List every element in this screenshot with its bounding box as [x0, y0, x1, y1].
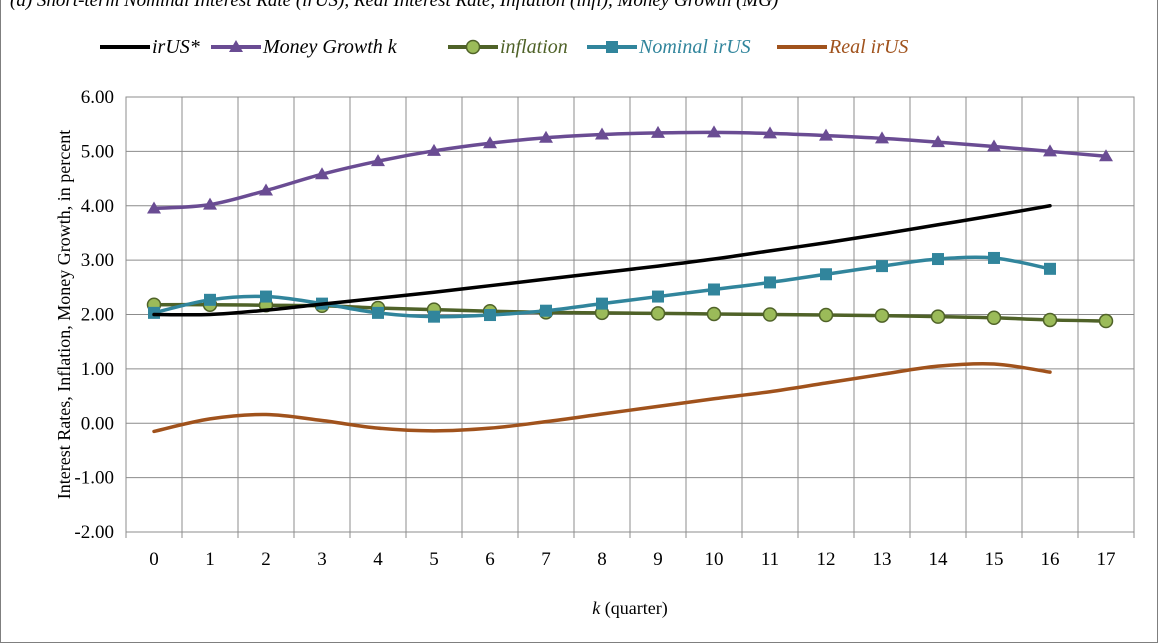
x-tick-label: 14 — [929, 549, 949, 570]
data-point-money-growth-k — [371, 154, 385, 167]
y-axis-title: Interest Rates, Inflation, Money Growth,… — [54, 130, 74, 499]
data-point-nominal-irus — [484, 309, 496, 322]
data-point-money-growth-k — [203, 197, 217, 210]
legend-label-money-growth: Money Growth k — [263, 35, 397, 58]
data-point-money-growth-k — [763, 126, 777, 139]
y-tick-label: 2.00 — [81, 305, 114, 326]
data-point-nominal-irus — [260, 290, 272, 303]
data-point-nominal-irus — [876, 260, 888, 273]
x-tick-label: 16 — [1041, 549, 1060, 570]
data-point-inflation — [762, 307, 778, 322]
legend-label-nominal-irus: Nominal irUS — [639, 35, 751, 58]
legend-swatch-irus-star — [100, 45, 150, 49]
data-point-inflation — [1098, 313, 1114, 329]
x-tick-label: 13 — [873, 549, 892, 570]
data-point-inflation — [874, 308, 890, 323]
y-tick-label: 4.00 — [81, 196, 114, 217]
data-point-inflation — [650, 306, 666, 321]
x-axis-title: k (quarter) — [592, 598, 667, 619]
data-point-money-growth-k — [819, 128, 833, 141]
series-line-irus — [152, 204, 1052, 317]
legend-item-nominal-irus: Nominal irUS — [587, 32, 751, 62]
data-point-money-growth-k — [987, 139, 1001, 152]
x-tick-label: 8 — [597, 549, 607, 570]
data-point-money-growth-k — [651, 125, 665, 138]
data-point-nominal-irus — [540, 304, 552, 317]
x-tick-label: 0 — [149, 549, 159, 570]
x-tick-label: 10 — [705, 549, 724, 570]
data-point-money-growth-k — [595, 127, 609, 140]
legend-item-real-irus: Real irUS — [777, 32, 908, 62]
y-tick-label: 1.00 — [81, 359, 114, 380]
data-point-money-growth-k — [259, 183, 273, 196]
data-point-nominal-irus — [372, 306, 384, 319]
x-tick-label: 11 — [761, 549, 779, 570]
y-tick-label: 5.00 — [81, 141, 114, 162]
y-tick-label: 0.00 — [81, 413, 114, 434]
x-tick-label: 9 — [653, 549, 663, 570]
legend-item-money-growth: Money Growth k — [211, 32, 397, 62]
data-point-nominal-irus — [428, 310, 440, 323]
legend-swatch-real-irus — [777, 45, 827, 49]
data-point-nominal-irus — [596, 297, 608, 310]
data-point-inflation — [1042, 312, 1058, 328]
data-point-money-growth-k — [315, 167, 329, 180]
data-point-nominal-irus — [204, 293, 216, 306]
y-tick-label: 6.00 — [81, 87, 114, 108]
legend-swatch-nominal-irus — [587, 41, 637, 53]
data-point-nominal-irus — [708, 283, 720, 296]
data-point-inflation — [818, 307, 834, 323]
data-point-nominal-irus — [932, 253, 944, 266]
data-point-nominal-irus — [764, 276, 776, 289]
data-point-inflation — [706, 306, 722, 322]
data-point-money-growth-k — [1099, 149, 1113, 162]
x-tick-label: 3 — [317, 549, 327, 570]
x-tick-label: 17 — [1097, 549, 1116, 570]
y-tick-label: -2.00 — [74, 522, 114, 543]
chart-legend: irUS* Money Growth k inflation Nominal i… — [0, 32, 1158, 62]
legend-swatch-inflation — [448, 39, 498, 55]
series-line-real-irus — [152, 361, 1052, 434]
data-point-money-growth-k — [147, 201, 161, 214]
data-point-money-growth-k — [539, 130, 553, 143]
data-point-inflation — [930, 309, 946, 324]
x-tick-label: 6 — [485, 549, 495, 570]
x-tick-label: 12 — [817, 549, 836, 570]
legend-swatch-money-growth — [211, 40, 261, 52]
x-tick-label: 2 — [261, 549, 271, 570]
data-point-inflation — [986, 310, 1002, 326]
chart-caption: (a) Short-term Nominal Interest Rate (ir… — [10, 0, 779, 11]
legend-item-irus-star: irUS* — [100, 32, 200, 62]
data-point-nominal-irus — [988, 251, 1000, 264]
legend-label-real-irus: Real irUS — [829, 35, 909, 58]
data-point-money-growth-k — [483, 136, 497, 149]
data-point-money-growth-k — [707, 125, 721, 138]
data-point-money-growth-k — [427, 143, 441, 156]
data-point-money-growth-k — [931, 135, 945, 148]
data-point-nominal-irus — [652, 290, 664, 303]
x-tick-label: 7 — [541, 549, 551, 570]
x-tick-label: 1 — [205, 549, 215, 570]
x-tick-label: 5 — [429, 549, 439, 570]
data-point-money-growth-k — [1043, 144, 1057, 157]
legend-label-inflation: inflation — [500, 35, 568, 58]
data-point-nominal-irus — [1044, 262, 1056, 275]
x-tick-label: 4 — [373, 549, 383, 570]
legend-label-irus-star: irUS* — [152, 35, 200, 58]
y-tick-label: 3.00 — [81, 250, 114, 271]
y-tick-label: -1.00 — [74, 468, 114, 489]
legend-item-inflation: inflation — [448, 32, 568, 62]
data-point-nominal-irus — [820, 268, 832, 281]
x-tick-label: 15 — [985, 549, 1004, 570]
data-point-money-growth-k — [875, 131, 889, 144]
